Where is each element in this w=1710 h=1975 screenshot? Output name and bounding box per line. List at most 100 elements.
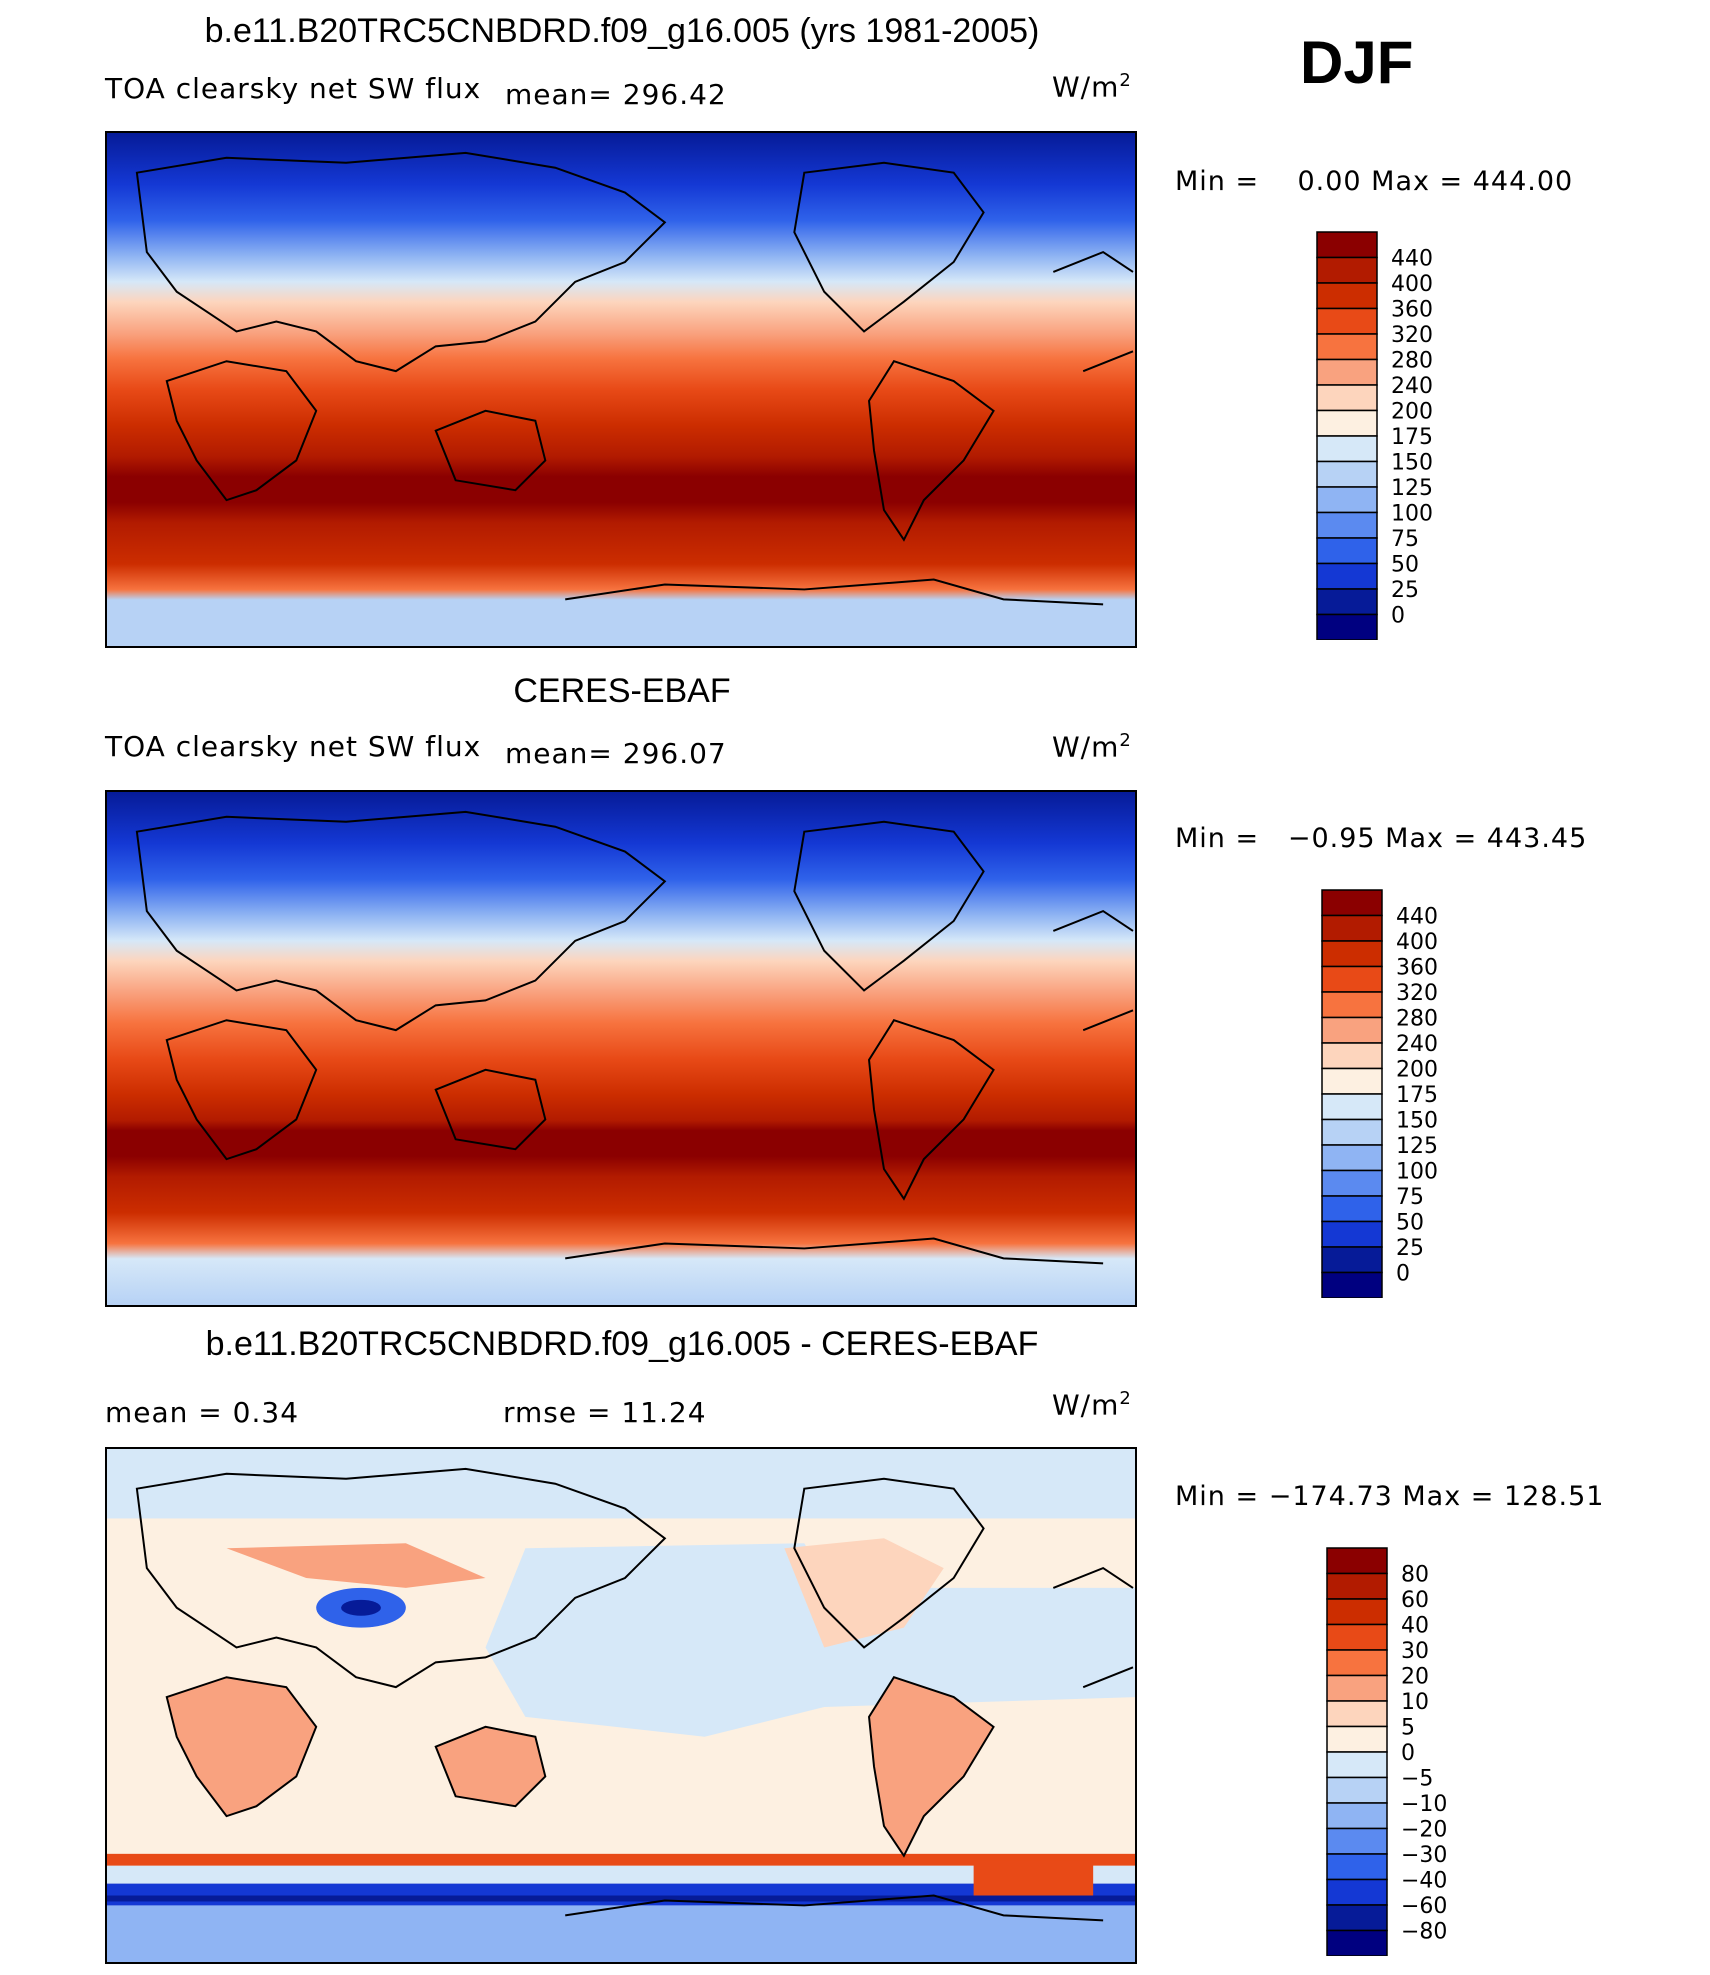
colorbar-swatch xyxy=(1316,562,1378,590)
colorbar-tick-label: 80 xyxy=(1401,1563,1429,1588)
colorbar-tick-label: −5 xyxy=(1401,1767,1433,1792)
colorbar-swatch xyxy=(1326,1725,1388,1753)
colorbar-swatch xyxy=(1316,307,1378,335)
colorbar-tick-label: 400 xyxy=(1391,272,1433,297)
colorbar-swatch xyxy=(1326,1776,1388,1804)
colorbar-swatch xyxy=(1316,358,1378,386)
colorbar-swatch xyxy=(1326,1929,1388,1957)
colorbar-swatch xyxy=(1316,511,1378,539)
colorbar-tick-label: 400 xyxy=(1396,930,1438,955)
colorbar-swatch xyxy=(1321,1016,1383,1044)
colorbar-swatch xyxy=(1326,1623,1388,1651)
colorbar-swatch xyxy=(1316,435,1378,463)
panel-2-map-svg xyxy=(107,792,1135,1305)
panel-1-coastlines xyxy=(135,151,1134,606)
colorbar-tick-label: 125 xyxy=(1396,1134,1438,1159)
colorbar-swatch xyxy=(1326,1878,1388,1906)
colorbar-swatch xyxy=(1321,1220,1383,1248)
panel-3-anomaly-fills xyxy=(107,1449,1135,1962)
season-label: DJF xyxy=(1300,29,1414,96)
colorbar-tick-label: 50 xyxy=(1391,553,1419,578)
colorbar-tick-label: 20 xyxy=(1401,1665,1429,1690)
colorbar-swatch xyxy=(1326,1802,1388,1830)
colorbar-swatch xyxy=(1326,1853,1388,1881)
panel-1-title: b.e11.B20TRC5CNBDRD.f09_g16.005 (yrs 198… xyxy=(204,12,1040,50)
colorbar-swatch xyxy=(1321,1093,1383,1121)
panel-3-title: b.e11.B20TRC5CNBDRD.f09_g16.005 - CERES-… xyxy=(205,1325,1039,1363)
colorbar-swatch xyxy=(1326,1751,1388,1779)
colorbar-swatch xyxy=(1316,537,1378,565)
panel-3-coastlines xyxy=(135,1467,1134,1922)
colorbar-swatch xyxy=(1321,965,1383,993)
colorbar-tick-label: 125 xyxy=(1391,476,1433,501)
colorbar-tick-label: 240 xyxy=(1391,374,1433,399)
panel-1-units-label: W/m2 xyxy=(1052,70,1132,104)
colorbar-tick-label: 280 xyxy=(1396,1007,1438,1032)
panel-2-map xyxy=(105,790,1137,1307)
colorbar-tick-label: 25 xyxy=(1391,578,1419,603)
panel-2-variable-label: TOA clearsky net SW flux xyxy=(105,730,482,763)
colorbar-swatch xyxy=(1316,613,1378,641)
panel-2-units-label: W/m2 xyxy=(1052,730,1132,764)
colorbar-swatch xyxy=(1326,1598,1388,1626)
colorbar-tick-label: 360 xyxy=(1396,956,1438,981)
colorbar-swatch xyxy=(1321,1271,1383,1299)
panel-2-minmax: Min = −0.95 Max = 443.45 xyxy=(1175,823,1588,854)
panel-1-colorbar: 440 400 360 320 280 240 200 175 150 125 100 75 50 25 0 xyxy=(1315,230,1475,644)
colorbar-tick-label: 5 xyxy=(1401,1716,1415,1741)
colorbar-swatch xyxy=(1321,1195,1383,1223)
colorbar-swatch xyxy=(1326,1827,1388,1855)
colorbar-tick-label: 440 xyxy=(1391,247,1433,272)
colorbar-swatch xyxy=(1321,991,1383,1019)
colorbar-swatch xyxy=(1326,1649,1388,1677)
colorbar-tick-label: 200 xyxy=(1391,400,1433,425)
colorbar-tick-label: −40 xyxy=(1401,1869,1447,1894)
panel-1-mean-label: mean= 296.42 xyxy=(505,78,727,111)
colorbar-tick-label: 320 xyxy=(1396,981,1438,1006)
panel-1-variable-label: TOA clearsky net SW flux xyxy=(105,72,482,105)
colorbar-tick-label: 0 xyxy=(1391,604,1405,629)
colorbar-tick-label: 175 xyxy=(1391,425,1433,450)
panel-3-minmax: Min = −174.73 Max = 128.51 xyxy=(1175,1481,1605,1512)
colorbar-tick-label: 175 xyxy=(1396,1083,1438,1108)
panel-3-map xyxy=(105,1447,1137,1964)
colorbar-tick-label: 0 xyxy=(1396,1262,1410,1287)
colorbar-tick-label: 100 xyxy=(1391,502,1433,527)
colorbar-tick-label: −60 xyxy=(1401,1894,1447,1919)
colorbar-swatch xyxy=(1321,940,1383,968)
colorbar-tick-label: −10 xyxy=(1401,1792,1447,1817)
colorbar-swatch xyxy=(1316,460,1378,488)
colorbar-swatch xyxy=(1316,256,1378,284)
colorbar-swatch xyxy=(1326,1674,1388,1702)
colorbar-swatch xyxy=(1316,282,1378,310)
panel-3-map-svg xyxy=(107,1449,1135,1962)
colorbar-tick-label: 240 xyxy=(1396,1032,1438,1057)
colorbar-swatch xyxy=(1326,1700,1388,1728)
colorbar-tick-label: 75 xyxy=(1396,1185,1424,1210)
colorbar-tick-label: 0 xyxy=(1401,1741,1415,1766)
panel-3-rmse-label: rmse = 11.24 xyxy=(503,1396,707,1429)
colorbar-swatch xyxy=(1326,1547,1388,1575)
colorbar-swatch xyxy=(1321,889,1383,917)
colorbar-tick-label: 150 xyxy=(1396,1109,1438,1134)
panel-2-coastlines xyxy=(135,810,1134,1265)
colorbar-swatch xyxy=(1326,1904,1388,1932)
colorbar-tick-label: −80 xyxy=(1401,1920,1447,1945)
colorbar-swatch xyxy=(1316,486,1378,514)
colorbar-swatch xyxy=(1321,1144,1383,1172)
colorbar-swatch xyxy=(1321,1246,1383,1274)
colorbar-tick-label: 320 xyxy=(1391,323,1433,348)
colorbar-swatch xyxy=(1321,1042,1383,1070)
colorbar-tick-label: 75 xyxy=(1391,527,1419,552)
colorbar-swatch xyxy=(1321,1118,1383,1146)
colorbar-swatch xyxy=(1321,914,1383,942)
panel-2-colorbar: 440 400 360 320 280 240 200 175 150 125 100 75 50 25 0 xyxy=(1320,888,1480,1302)
panel-3-colorbar: 80 60 40 30 20 10 5 0 −5 −10 −20 −30 −40 −60 −80 xyxy=(1325,1546,1485,1960)
colorbar-swatch xyxy=(1316,588,1378,616)
colorbar-tick-label: −30 xyxy=(1401,1843,1447,1868)
panel-1-map-svg xyxy=(107,133,1135,646)
panel-1-map xyxy=(105,131,1137,648)
